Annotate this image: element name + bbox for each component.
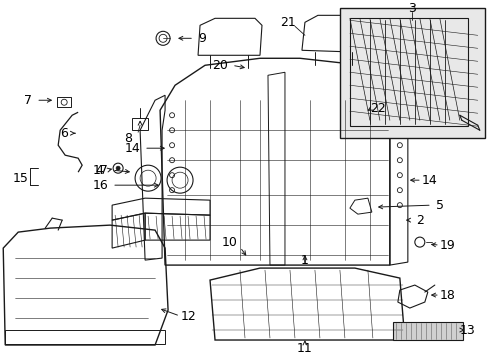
- Text: 16: 16: [92, 179, 108, 192]
- Text: 17: 17: [92, 164, 108, 177]
- Text: 10: 10: [222, 235, 238, 249]
- Bar: [132, 118, 148, 130]
- Text: 5: 5: [435, 199, 443, 212]
- Bar: [57, 97, 71, 107]
- Bar: [339, 8, 484, 138]
- Text: 12: 12: [180, 310, 196, 323]
- Text: 15: 15: [12, 172, 28, 185]
- Text: 9: 9: [198, 32, 205, 45]
- Text: 13: 13: [459, 324, 475, 337]
- Text: 1: 1: [301, 253, 308, 267]
- Text: 14: 14: [124, 142, 140, 155]
- Text: 6: 6: [60, 127, 68, 140]
- Text: 3: 3: [407, 2, 415, 15]
- Text: 7: 7: [24, 94, 32, 107]
- Text: 8: 8: [124, 132, 132, 145]
- Text: 2: 2: [415, 213, 423, 227]
- Text: 14: 14: [421, 174, 437, 187]
- Bar: [392, 322, 462, 340]
- Text: 18: 18: [439, 289, 455, 302]
- Text: 19: 19: [439, 239, 455, 252]
- Text: 11: 11: [297, 342, 312, 355]
- Bar: [349, 18, 467, 126]
- Text: 20: 20: [212, 59, 227, 72]
- Text: 22: 22: [369, 102, 385, 115]
- Text: 21: 21: [280, 16, 295, 29]
- Circle shape: [116, 166, 120, 170]
- Text: 4: 4: [95, 164, 103, 177]
- Bar: [5, 330, 165, 344]
